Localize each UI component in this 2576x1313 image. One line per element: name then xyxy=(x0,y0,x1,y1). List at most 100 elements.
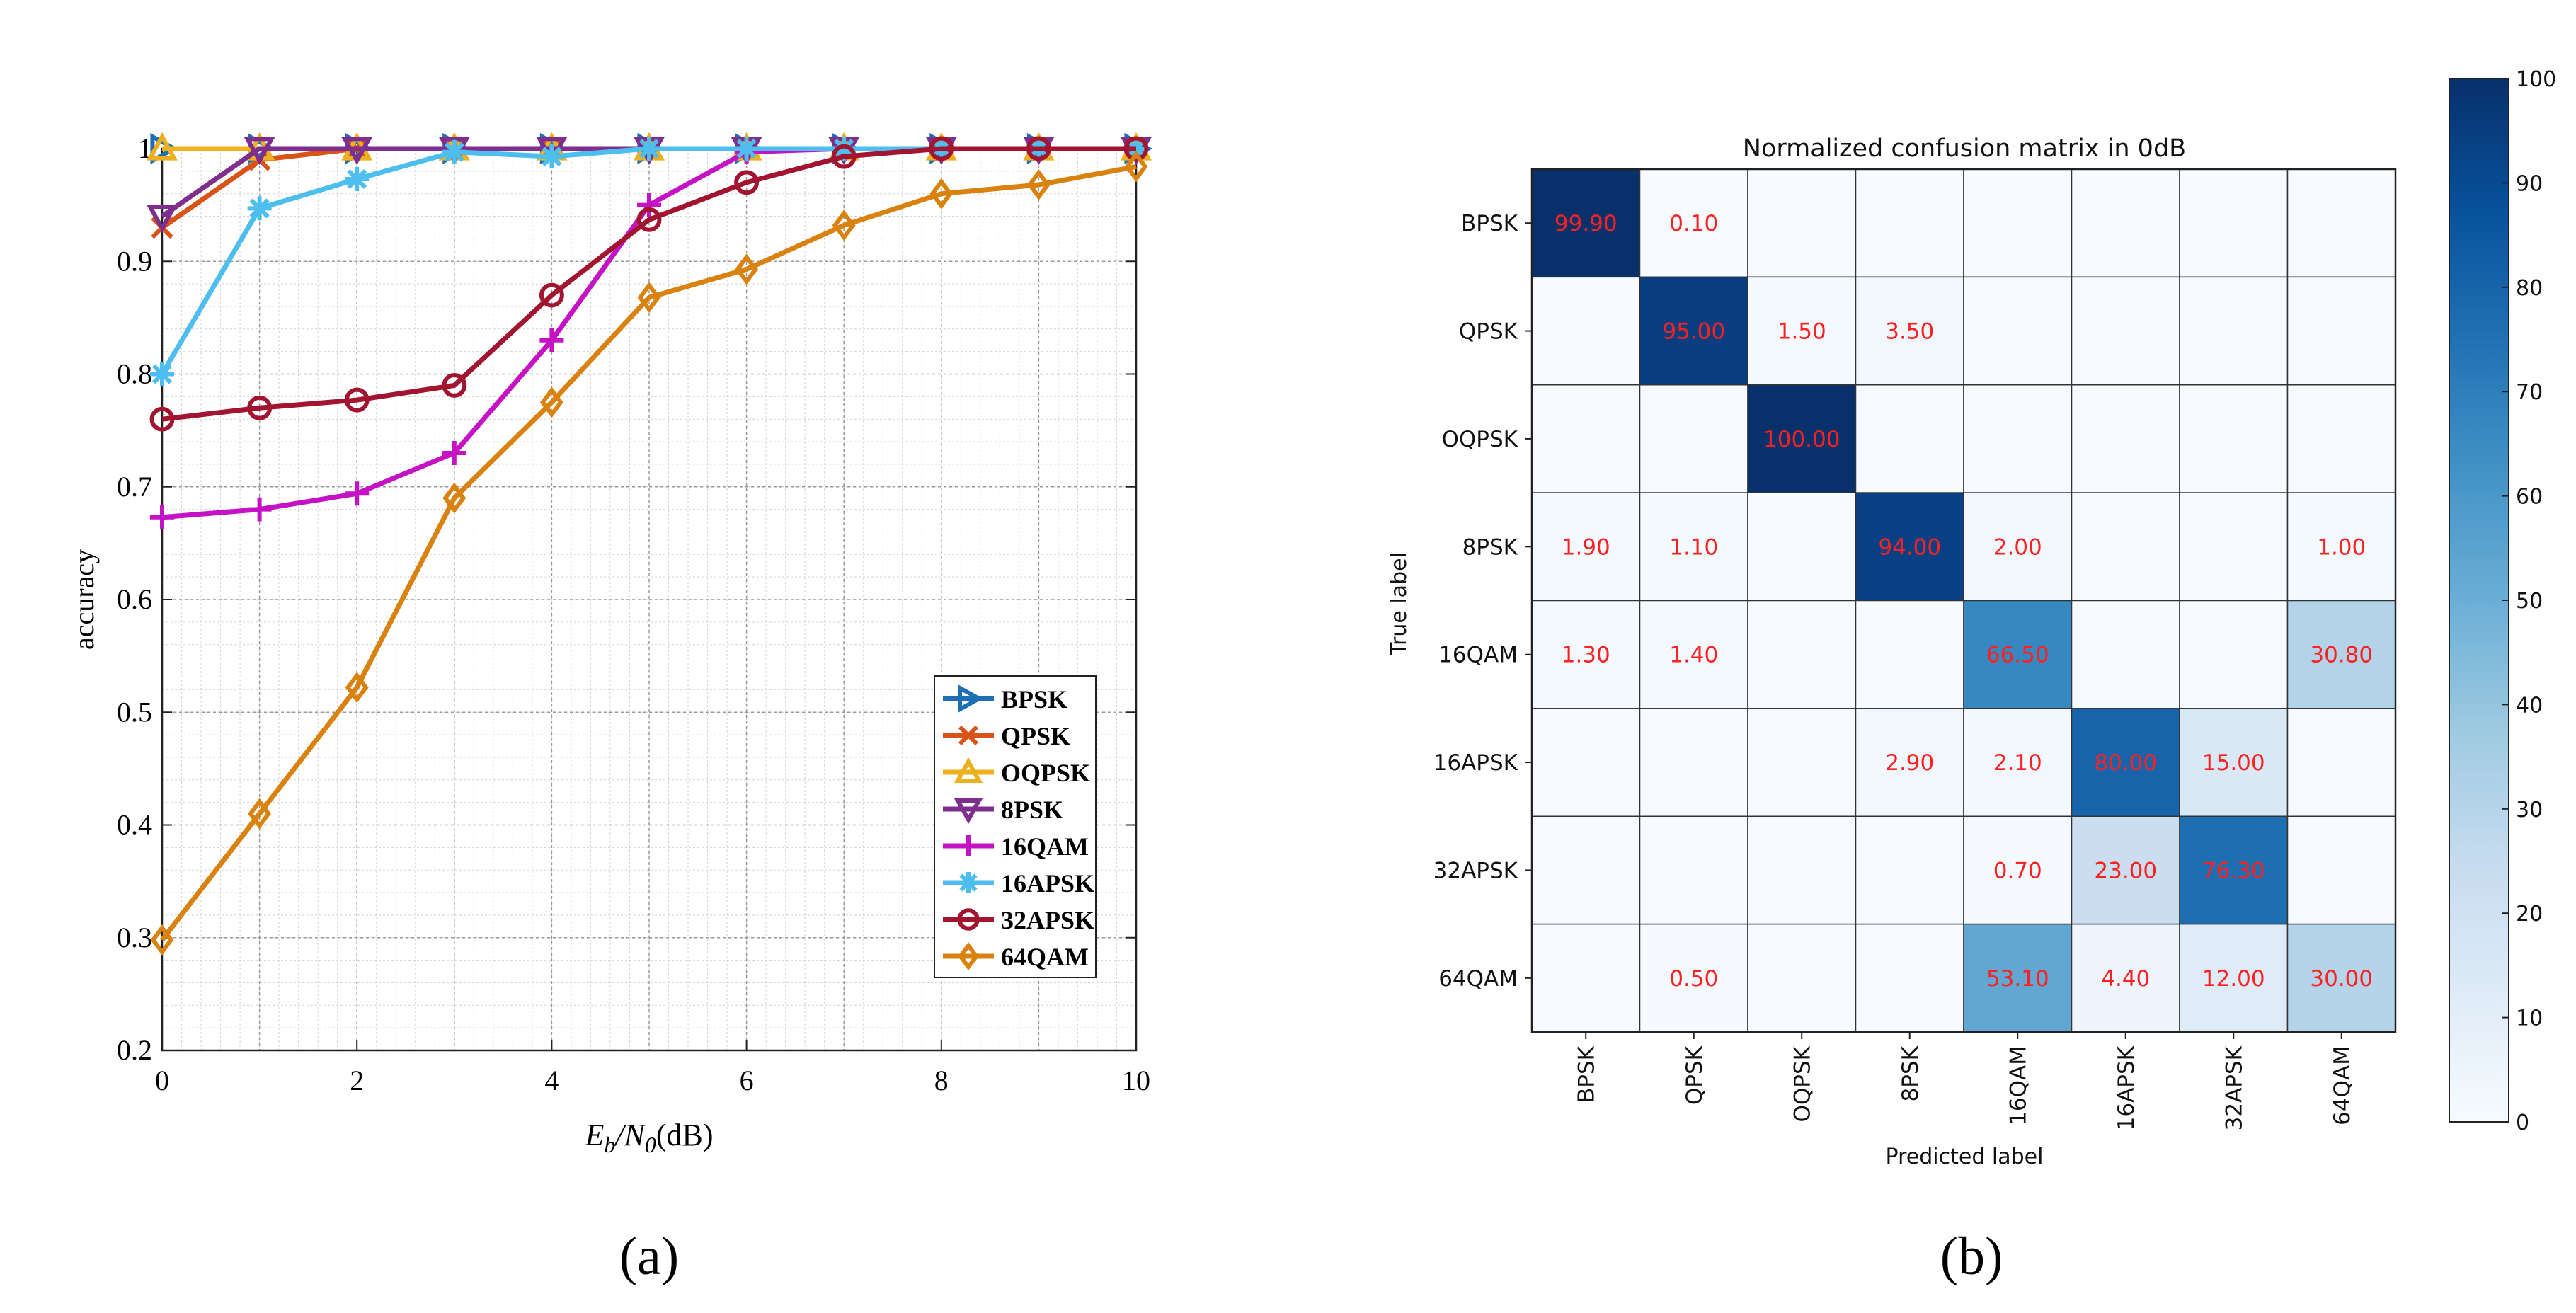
matrix-cell xyxy=(2179,168,2289,278)
data-point-16qam xyxy=(150,505,174,529)
data-point-64qam xyxy=(1124,151,1148,183)
matrix-cell xyxy=(2286,276,2396,386)
y-tick-label: 0.3 xyxy=(117,922,152,953)
matrix-cell xyxy=(1855,168,1964,278)
legend-label: 16QAM xyxy=(1001,832,1089,861)
matrix-cell xyxy=(2286,600,2396,709)
matrix-cell xyxy=(1531,923,1641,1033)
legend-item-oqpsk: OQPSK xyxy=(943,757,1090,787)
x-tick-label: 10 xyxy=(1122,1065,1150,1096)
matrix-cell xyxy=(1963,276,2073,386)
matrix-cell-value: 76.30 xyxy=(2202,858,2265,883)
true-label-tick: 16APSK xyxy=(1433,750,1518,776)
matrix-cell-value: 0.50 xyxy=(1669,966,1718,992)
matrix-cell xyxy=(1963,168,2073,278)
matrix-cell-value: 30.00 xyxy=(2310,966,2373,992)
legend-a: BPSK QPSK OQPSK 8PSK 16QAM 16APSK 32APSK 64QAM xyxy=(934,675,1097,978)
matrix-cell-value: 2.00 xyxy=(1993,534,2042,560)
x-tick-label: 8 xyxy=(934,1065,949,1096)
matrix-cell xyxy=(1639,815,1748,925)
legend-label: QPSK xyxy=(1001,722,1070,750)
matrix-cell-value: 1.00 xyxy=(2317,534,2366,560)
y-tick-label: 0.6 xyxy=(117,583,152,615)
matrix-cell xyxy=(1855,276,1964,386)
matrix-cell xyxy=(1531,168,1641,278)
accuracy-line-chart: 0 2 4 6 8 10 0.2 0.3 0.4 0.5 0.6 0.7 0.8 0.9 1 accurac… xyxy=(68,132,1153,1286)
matrix-cell-value: 1.50 xyxy=(1778,319,1826,345)
legend-marker xyxy=(958,942,979,970)
x-label-e: E xyxy=(584,1118,604,1152)
matrix-cell xyxy=(1747,168,1857,278)
matrix-cell xyxy=(1531,276,1641,386)
data-point-16apsk xyxy=(539,144,564,169)
matrix-cell-value: 1.10 xyxy=(1669,534,1718,560)
predicted-label-axis: Predicted label xyxy=(1886,1145,2044,1169)
legend-label: 64QAM xyxy=(1001,943,1089,971)
ticks-a: 0 2 4 6 8 10 0.2 0.3 0.4 0.5 0.6 0.7 0.8 0.9 1 xyxy=(117,132,1150,1096)
data-point-32apsk xyxy=(1123,136,1149,161)
legend-item-16apsk: 16APSK xyxy=(943,869,1094,898)
matrix-cell-value: 4.40 xyxy=(2101,966,2150,992)
legend-label: 16APSK xyxy=(1001,869,1094,898)
series-64qam xyxy=(150,151,1148,956)
x-axis-label: Eb/N0(dB) xyxy=(584,1118,713,1157)
matrix-cell-value: 0.70 xyxy=(1993,858,2042,883)
matrix-cell xyxy=(1531,600,1641,709)
matrix-cell-value: 94.00 xyxy=(1878,534,1941,560)
y-tick-label: 1 xyxy=(138,132,152,164)
y-tick-label: 0.9 xyxy=(117,245,152,277)
data-point-16qam xyxy=(442,440,466,465)
matrix-cell xyxy=(1639,276,1748,386)
colorbar-tick-label: 20 xyxy=(2516,902,2543,927)
data-point-16apsk xyxy=(832,137,857,161)
data-point-32apsk xyxy=(149,406,175,432)
x-tick-label: 0 xyxy=(155,1065,169,1096)
colorbar-tick-label: 50 xyxy=(2516,589,2543,614)
x-tick-label: 4 xyxy=(544,1065,559,1096)
legend-marker xyxy=(954,798,983,825)
true-label-tick: 32APSK xyxy=(1433,858,1518,883)
matrix-cell-value: 66.50 xyxy=(1986,643,2049,668)
true-label-tick: 8PSK xyxy=(1462,534,1518,560)
matrix-cell xyxy=(2286,708,2396,817)
x-label-n: /N xyxy=(613,1118,646,1152)
y-tick-label: 0.7 xyxy=(117,471,152,503)
y-tick-label: 0.2 xyxy=(117,1034,152,1066)
matrix-cell xyxy=(2179,276,2289,386)
legend-marker xyxy=(957,908,980,931)
colorbar-ticks: 0 10 20 30 40 50 60 70 80 90 100 xyxy=(2502,67,2556,1135)
matrix-cell xyxy=(1639,384,1748,493)
predicted-label-tick: BPSK xyxy=(1574,1045,1599,1103)
matrix-cell xyxy=(2286,168,2396,278)
matrix-cell xyxy=(2071,923,2180,1033)
data-point-32apsk xyxy=(636,207,662,232)
matrix-cell-value: 2.90 xyxy=(1885,750,1934,776)
series-32apsk xyxy=(149,136,1149,432)
matrix-cell xyxy=(2286,384,2396,493)
matrix-cell xyxy=(2179,708,2289,817)
matrix-cell xyxy=(1855,384,1964,493)
legend-item-qpsk: QPSK xyxy=(943,722,1070,750)
matrix-cell xyxy=(2071,492,2180,602)
true-label-tick: 64QAM xyxy=(1438,966,1518,992)
colorbar-tick-label: 10 xyxy=(2516,1007,2543,1031)
matrix-cell xyxy=(1747,923,1857,1033)
matrix-cell xyxy=(1855,923,1964,1033)
true-label-axis: True label xyxy=(1387,552,1412,656)
y-axis-label: accuracy xyxy=(68,549,100,650)
matrix-cell xyxy=(1963,492,2073,602)
true-label-tick: 16QAM xyxy=(1438,643,1518,668)
matrix-cell xyxy=(1963,708,2073,817)
data-point-oqpsk xyxy=(146,132,178,161)
predicted-label-tick: OQPSK xyxy=(1790,1045,1815,1122)
colorbar-tick-label: 30 xyxy=(2516,798,2543,822)
matrix-cell xyxy=(1963,384,2073,493)
legend-label: 32APSK xyxy=(1001,906,1094,934)
data-point-64qam xyxy=(735,253,759,285)
matrix-cell xyxy=(1531,492,1641,602)
data-point-16qam xyxy=(637,193,661,217)
predicted-label-tick: 16QAM xyxy=(2005,1046,2031,1125)
data-point-16apsk xyxy=(247,196,272,221)
legend-item-8psk: 8PSK xyxy=(943,796,1063,825)
